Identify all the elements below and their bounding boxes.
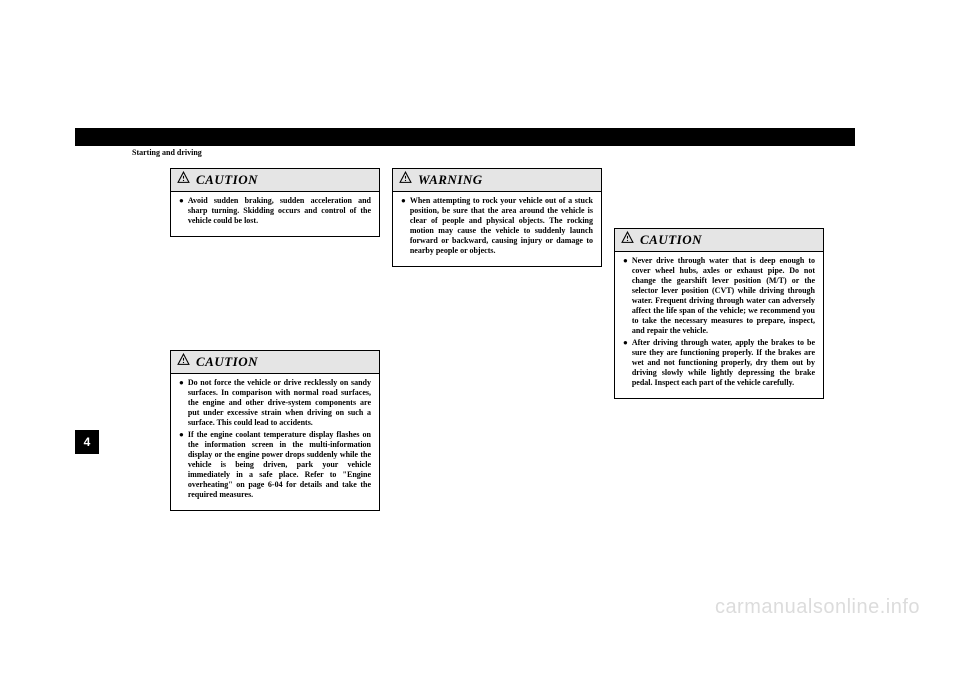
list-item: ● If the engine coolant temperature disp… <box>179 430 371 500</box>
bullet-icon: ● <box>623 338 628 388</box>
bullet-text: Avoid sudden braking, sudden acceleratio… <box>188 196 371 226</box>
warning-box: WARNING ● When attempting to rock your v… <box>392 168 602 267</box>
caution-title-2: CAUTION <box>196 354 258 370</box>
chapter-number: 4 <box>84 435 91 449</box>
warning-triangle-icon <box>621 231 634 249</box>
list-item: ● Avoid sudden braking, sudden accelerat… <box>179 196 371 226</box>
warning-title: WARNING <box>418 172 483 188</box>
caution-body-3: ● Never drive through water that is deep… <box>615 252 823 398</box>
bullet-icon: ● <box>623 256 628 336</box>
caution-title-3: CAUTION <box>640 232 702 248</box>
caution-header-3: CAUTION <box>615 229 823 252</box>
column-3: CAUTION ● Never drive through water that… <box>614 168 824 519</box>
bullet-icon: ● <box>179 196 184 226</box>
bullet-icon: ● <box>401 196 406 256</box>
list-item: ● Do not force the vehicle or drive reck… <box>179 378 371 428</box>
caution-box-3: CAUTION ● Never drive through water that… <box>614 228 824 399</box>
spacer <box>170 245 380 350</box>
caution-body-1: ● Avoid sudden braking, sudden accelerat… <box>171 192 379 236</box>
watermark-text: carmanualsonline.info <box>715 596 920 619</box>
list-item: ● After driving through water, apply the… <box>623 338 815 388</box>
header-black-bar <box>75 128 855 146</box>
warning-body: ● When attempting to rock your vehicle o… <box>393 192 601 266</box>
warning-triangle-icon <box>399 171 412 189</box>
caution-box-2: CAUTION ● Do not force the vehicle or dr… <box>170 350 380 511</box>
warning-header: WARNING <box>393 169 601 192</box>
bullet-text: After driving through water, apply the b… <box>632 338 815 388</box>
list-item: ● When attempting to rock your vehicle o… <box>401 196 593 256</box>
bullet-text: Never drive through water that is deep e… <box>632 256 815 336</box>
caution-header-2: CAUTION <box>171 351 379 374</box>
bullet-text: If the engine coolant temperature displa… <box>188 430 371 500</box>
caution-title-1: CAUTION <box>196 172 258 188</box>
column-1: CAUTION ● Avoid sudden braking, sudden a… <box>170 168 380 519</box>
list-item: ● Never drive through water that is deep… <box>623 256 815 336</box>
warning-triangle-icon <box>177 171 190 189</box>
bullet-text: When attempting to rock your vehicle out… <box>410 196 593 256</box>
bullet-icon: ● <box>179 430 184 500</box>
caution-box-1: CAUTION ● Avoid sudden braking, sudden a… <box>170 168 380 237</box>
chapter-tab: 4 <box>75 430 99 454</box>
header-section-title: Starting and driving <box>132 148 202 157</box>
spacer <box>614 168 824 228</box>
bullet-text: Do not force the vehicle or drive reckle… <box>188 378 371 428</box>
caution-body-2: ● Do not force the vehicle or drive reck… <box>171 374 379 510</box>
warning-triangle-icon <box>177 353 190 371</box>
content-columns: CAUTION ● Avoid sudden braking, sudden a… <box>170 168 824 519</box>
bullet-icon: ● <box>179 378 184 428</box>
caution-header-1: CAUTION <box>171 169 379 192</box>
column-2: WARNING ● When attempting to rock your v… <box>392 168 602 519</box>
